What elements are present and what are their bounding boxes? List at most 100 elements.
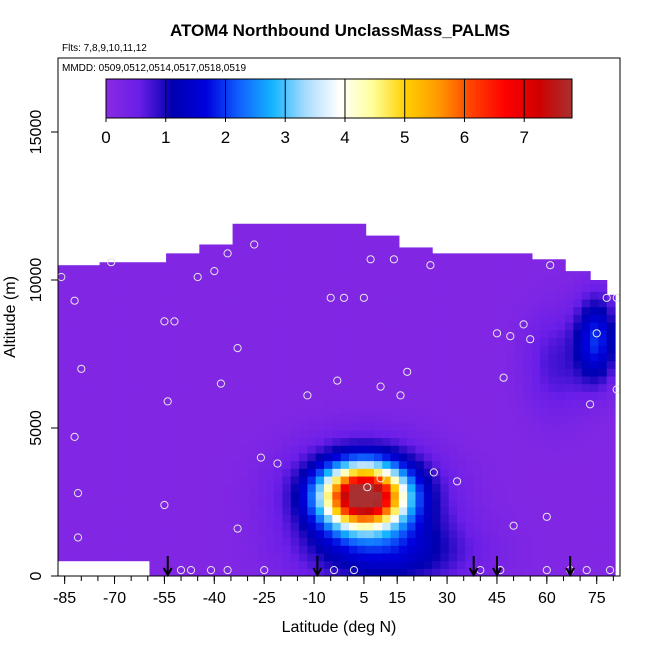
heatmap-cell <box>232 275 242 285</box>
heatmap-cell <box>523 529 533 539</box>
heatmap-cell <box>290 229 300 238</box>
heatmap-cell <box>249 283 259 292</box>
heatmap-cell <box>432 514 442 523</box>
heatmap-cell <box>166 475 175 485</box>
heatmap-cell <box>423 247 433 254</box>
heatmap-cell <box>523 337 533 346</box>
heatmap-cell <box>432 268 442 277</box>
heatmap-cell <box>224 244 234 246</box>
heatmap-cell <box>58 265 67 269</box>
heatmap-cell <box>274 545 284 554</box>
heatmap-cell <box>124 291 134 300</box>
down-arrow <box>565 556 575 578</box>
heatmap-cell <box>357 414 367 423</box>
heatmap-cell <box>481 414 491 423</box>
heatmap-cell <box>457 568 466 576</box>
heatmap-cell <box>290 445 300 454</box>
heatmap-cell <box>498 329 508 339</box>
heatmap-cell <box>191 298 200 308</box>
heatmap-cell <box>348 483 358 492</box>
heatmap-cell <box>290 491 300 500</box>
heatmap-cell <box>590 322 599 331</box>
heatmap-cell <box>390 368 400 377</box>
heatmap-cell <box>515 322 525 331</box>
heatmap-cell <box>207 391 217 400</box>
heatmap-cell <box>249 237 259 246</box>
heatmap-cell <box>174 360 184 369</box>
heatmap-cell <box>348 406 358 415</box>
heatmap-cell <box>265 306 275 315</box>
heatmap-cell <box>116 468 126 477</box>
heatmap-cell <box>365 514 375 523</box>
heatmap-cell <box>224 352 234 362</box>
heatmap-cell <box>432 568 442 576</box>
heatmap-cell <box>249 537 259 546</box>
heatmap-cell <box>224 268 234 277</box>
obs-point <box>453 477 462 486</box>
heatmap-cell <box>382 522 392 531</box>
heatmap-cell <box>249 475 259 485</box>
heatmap-cell <box>307 475 317 485</box>
heatmap-cell <box>531 499 541 508</box>
heatmap-cell <box>340 383 350 392</box>
heatmap-cell <box>465 375 475 385</box>
heatmap-cell <box>523 345 533 354</box>
heatmap-cell <box>290 268 300 277</box>
heatmap-cell <box>506 514 516 523</box>
heatmap-cell <box>307 414 317 423</box>
heatmap-cell <box>398 252 408 262</box>
heatmap-cell <box>556 383 566 392</box>
heatmap-cell <box>99 422 109 431</box>
heatmap-cell <box>257 422 267 431</box>
obs-point <box>77 364 86 373</box>
heatmap-cell <box>174 552 184 562</box>
heatmap-cell <box>274 275 284 285</box>
heatmap-cell <box>548 445 558 454</box>
heatmap-cell <box>116 275 126 285</box>
heatmap-cell <box>432 391 442 400</box>
heatmap-cell <box>382 506 392 516</box>
heatmap-cell <box>340 306 350 315</box>
heatmap-cell <box>207 291 217 300</box>
heatmap-cell <box>274 506 284 516</box>
heatmap-cell <box>498 383 508 392</box>
heatmap-cell <box>257 314 267 323</box>
heatmap-cell <box>141 445 151 454</box>
heatmap-cell <box>157 352 167 362</box>
heatmap-cell <box>506 499 516 508</box>
heatmap-cell <box>390 422 400 431</box>
heatmap-cell <box>473 329 483 339</box>
heatmap-cell <box>215 545 225 554</box>
heatmap-cell <box>573 499 583 508</box>
heatmap-cell <box>116 514 126 523</box>
heatmap-cell <box>531 522 541 531</box>
heatmap-cell <box>573 414 583 423</box>
heatmap-cell <box>232 322 242 331</box>
heatmap-cell <box>91 375 101 385</box>
heatmap-cell <box>157 552 167 562</box>
heatmap-cell <box>157 437 167 446</box>
heatmap-cell <box>423 552 433 562</box>
obs-point <box>273 459 282 468</box>
heatmap-cell <box>448 375 458 385</box>
heatmap-cell <box>473 445 483 454</box>
heatmap-cell <box>556 445 566 454</box>
heatmap-cell <box>448 452 458 462</box>
x-axis-label: Latitude (deg N) <box>282 619 397 636</box>
heatmap-cell <box>515 452 525 462</box>
heatmap-cell <box>207 406 217 415</box>
heatmap-cell <box>66 475 76 485</box>
heatmap-cell <box>556 260 566 269</box>
heatmap-cell <box>432 483 442 492</box>
heatmap-cell <box>457 552 466 562</box>
heatmap-cell <box>465 483 475 492</box>
heatmap-cell <box>481 322 491 331</box>
heatmap-cell <box>232 268 242 277</box>
heatmap-cell <box>124 483 134 492</box>
heatmap-cell <box>299 352 308 362</box>
heatmap-cell <box>149 499 159 508</box>
heatmap-cell <box>540 391 550 400</box>
heatmap-cell <box>440 337 450 346</box>
heatmap-cell <box>340 314 350 323</box>
heatmap-cell <box>590 391 599 400</box>
